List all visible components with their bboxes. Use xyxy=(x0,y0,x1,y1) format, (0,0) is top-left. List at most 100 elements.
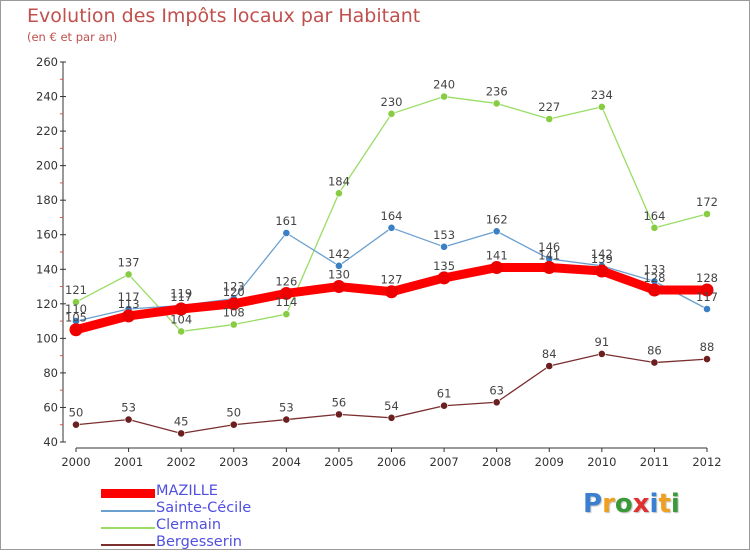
logo-letter: t xyxy=(658,489,671,519)
data-label: 128 xyxy=(696,271,718,285)
data-point xyxy=(440,242,448,251)
data-point xyxy=(227,297,241,311)
data-point xyxy=(177,327,186,336)
chart-axes: 40 60 80 100 120 140 160 180 200 220 240 260 2000 200… xyxy=(36,55,722,469)
legend-label: MAZILLE xyxy=(156,483,218,499)
data-label: 113 xyxy=(118,297,140,311)
y-tick-label: 260 xyxy=(36,55,58,69)
data-point xyxy=(229,420,238,429)
data-point xyxy=(545,115,554,123)
data-label: 91 xyxy=(595,335,610,349)
data-point xyxy=(437,271,451,285)
chart-subtitle: (en € et par an) xyxy=(27,30,118,44)
data-point xyxy=(703,305,711,313)
data-label: 50 xyxy=(226,406,241,420)
data-label: 162 xyxy=(486,212,508,226)
data-point xyxy=(703,210,711,218)
data-label: 88 xyxy=(700,340,715,354)
y-tick-label: 140 xyxy=(36,262,58,276)
data-point xyxy=(282,310,291,319)
data-label: 53 xyxy=(121,401,136,415)
data-point xyxy=(279,286,293,300)
data-label: 135 xyxy=(433,259,455,273)
data-point xyxy=(69,323,83,337)
x-tick-label: 2012 xyxy=(692,455,721,469)
y-tick-label: 100 xyxy=(36,331,58,345)
data-point xyxy=(650,223,659,232)
x-tick-label: 2003 xyxy=(219,455,248,469)
logo-letter: x xyxy=(632,489,650,519)
data-point xyxy=(124,415,133,424)
data-point xyxy=(492,227,501,236)
data-point xyxy=(542,261,556,275)
x-tick-label: 2005 xyxy=(324,455,353,469)
data-point xyxy=(700,283,714,297)
chart-data-labels: 50 53 45 50 53 56 54 61 63 84 91 86 88 121 137 104 108 11… xyxy=(65,78,718,429)
legend-swatch xyxy=(101,544,155,546)
data-label: 61 xyxy=(437,387,452,401)
logo-letter: o xyxy=(614,489,633,519)
proxiti-logo: Proxiti xyxy=(583,489,680,519)
data-point xyxy=(703,355,711,363)
data-point xyxy=(387,223,396,232)
data-point xyxy=(490,261,504,275)
data-label: 133 xyxy=(643,262,665,276)
data-point xyxy=(385,285,398,299)
data-label: 141 xyxy=(538,249,560,263)
data-label: 84 xyxy=(542,347,557,361)
data-point xyxy=(124,270,133,279)
x-tick-label: 2009 xyxy=(535,455,564,469)
data-point xyxy=(597,103,606,111)
y-tick-label: 240 xyxy=(36,90,58,104)
data-point xyxy=(647,283,661,297)
data-label: 114 xyxy=(275,295,297,309)
data-label: 184 xyxy=(328,174,350,188)
data-label: 121 xyxy=(65,283,87,297)
data-label: 120 xyxy=(223,285,245,299)
logo-letter: r xyxy=(602,489,615,519)
data-point xyxy=(332,280,346,294)
x-tick-label: 2006 xyxy=(377,455,406,469)
data-point xyxy=(492,398,501,407)
data-label: 105 xyxy=(65,311,87,325)
legend-swatch xyxy=(101,489,155,498)
chart-title: Evolution des Impôts locaux par Habitant xyxy=(27,5,421,27)
data-point xyxy=(650,358,659,367)
data-point xyxy=(335,261,343,270)
data-label: 127 xyxy=(381,273,403,287)
y-tick-label: 180 xyxy=(36,193,58,207)
y-tick-label: 40 xyxy=(43,435,58,449)
data-label: 63 xyxy=(489,383,504,397)
y-tick-label: 80 xyxy=(43,366,58,380)
data-label: 236 xyxy=(486,84,508,98)
legend-label: Sainte-Cécile xyxy=(156,500,252,516)
x-tick-label: 2001 xyxy=(114,455,143,469)
data-label: 234 xyxy=(591,88,613,102)
data-point xyxy=(282,415,291,424)
data-label: 142 xyxy=(591,247,613,261)
data-label: 50 xyxy=(69,406,84,420)
logo-letter: P xyxy=(583,489,603,519)
data-point xyxy=(440,401,448,410)
logo-letter: i xyxy=(649,489,659,519)
y-tick-label: 120 xyxy=(36,297,58,311)
data-label: 240 xyxy=(433,78,455,92)
legend-label: Clermain xyxy=(156,517,222,533)
y-tick-label: 220 xyxy=(36,124,58,138)
data-point xyxy=(387,413,396,422)
data-label: 164 xyxy=(643,209,665,223)
x-tick-label: 2004 xyxy=(272,455,301,469)
data-label: 53 xyxy=(279,401,294,415)
data-label: 45 xyxy=(174,414,189,428)
data-point xyxy=(122,309,136,323)
data-point xyxy=(282,229,291,237)
data-label: 139 xyxy=(591,252,613,266)
data-label: 141 xyxy=(486,249,508,263)
x-tick-label: 2008 xyxy=(482,455,511,469)
chart-series xyxy=(69,92,714,438)
data-label: 126 xyxy=(275,274,297,288)
x-tick-label: 2010 xyxy=(587,455,616,469)
data-label: 153 xyxy=(433,228,455,242)
